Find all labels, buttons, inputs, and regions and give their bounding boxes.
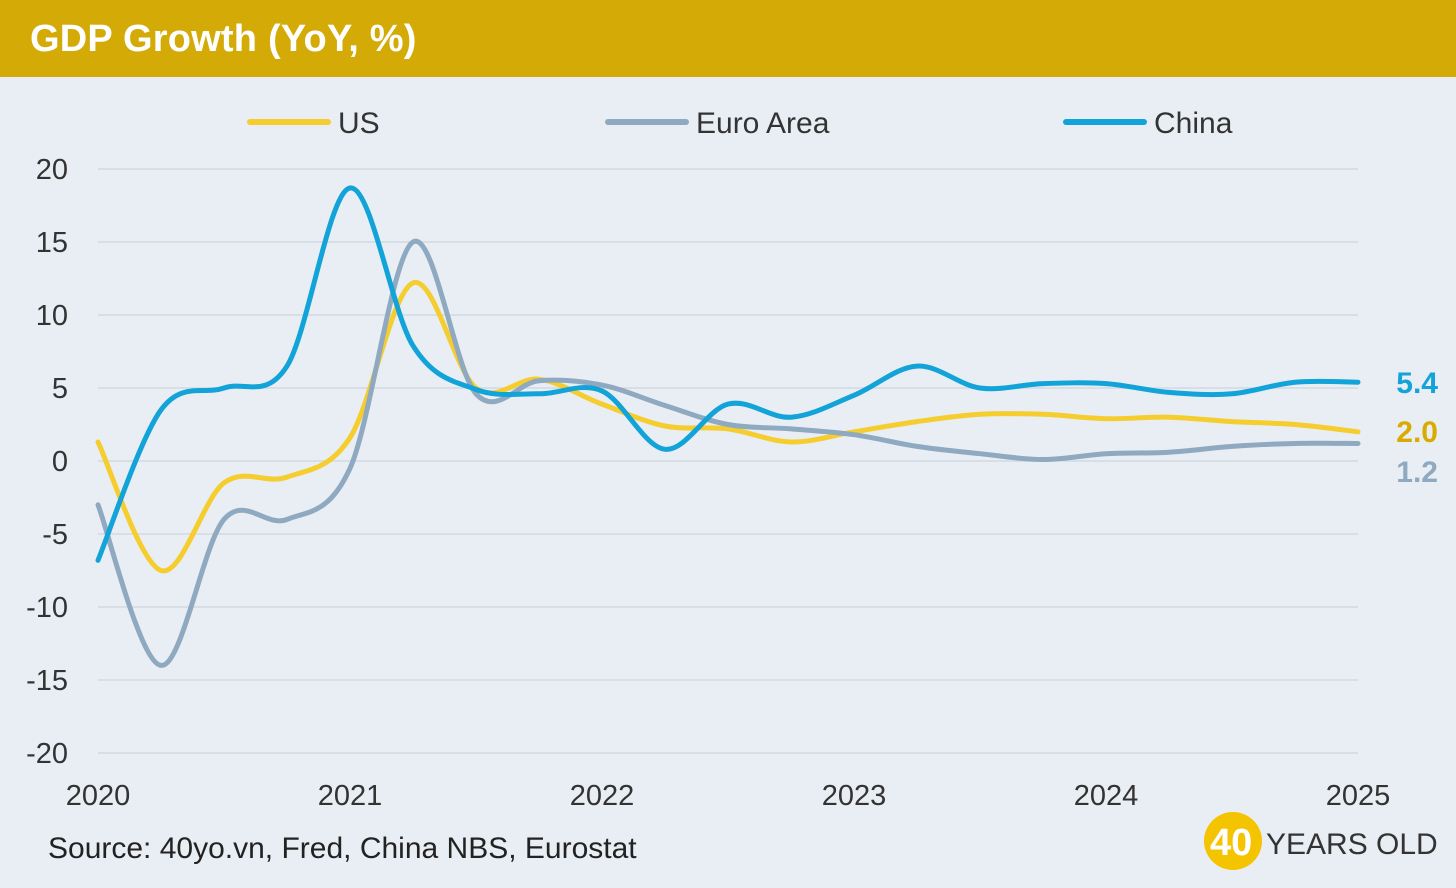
y-tick-label: -5 — [42, 519, 68, 551]
logo-number: 40 — [1210, 822, 1253, 864]
series-line-china — [95, 185, 1361, 563]
end-value-label: 5.4 — [1396, 367, 1438, 400]
series-line-us — [95, 280, 1361, 574]
end-labels: 2.0 1.2 5.4 — [1396, 367, 1438, 489]
y-axis-ticks: 20 15 10 5 0 -5 -10 -15 -20 — [26, 154, 68, 770]
header-bar: GDP Growth (YoY, %) — [0, 0, 1456, 77]
end-value-label: 2.0 — [1396, 416, 1438, 449]
y-tick-label: -15 — [26, 665, 68, 697]
legend-label: US — [338, 107, 380, 140]
y-tick-label: 5 — [52, 373, 68, 405]
y-tick-label: -20 — [26, 738, 68, 770]
x-tick-label: 2024 — [1074, 780, 1139, 812]
y-tick-label: -10 — [26, 592, 68, 624]
grid-layer — [98, 168, 1358, 754]
x-tick-label: 2021 — [318, 780, 383, 812]
brand-logo: 40 YEARS OLD — [1204, 812, 1444, 874]
x-axis-ticks: 2020 2021 2022 2023 2024 2025 — [66, 780, 1391, 812]
logo-circle — [1204, 812, 1262, 870]
x-tick-label: 2023 — [822, 780, 887, 812]
series-layer — [95, 185, 1361, 668]
x-tick-label: 2022 — [570, 780, 635, 812]
legend: US Euro Area China — [247, 107, 1233, 140]
chart-title: GDP Growth (YoY, %) — [30, 18, 417, 60]
series-line-euro-area — [95, 238, 1361, 668]
legend-label: China — [1154, 107, 1233, 140]
logo-text: YEARS OLD — [1266, 828, 1438, 861]
x-tick-label: 2025 — [1326, 780, 1391, 812]
y-tick-label: 0 — [52, 446, 68, 478]
end-value-label: 1.2 — [1396, 456, 1438, 489]
y-tick-label: 20 — [36, 154, 68, 186]
y-tick-label: 15 — [36, 227, 68, 259]
y-tick-label: 10 — [36, 300, 68, 332]
x-tick-label: 2020 — [66, 780, 131, 812]
source-note: Source: 40yo.vn, Fred, China NBS, Eurost… — [48, 832, 637, 865]
legend-label: Euro Area — [696, 107, 830, 140]
